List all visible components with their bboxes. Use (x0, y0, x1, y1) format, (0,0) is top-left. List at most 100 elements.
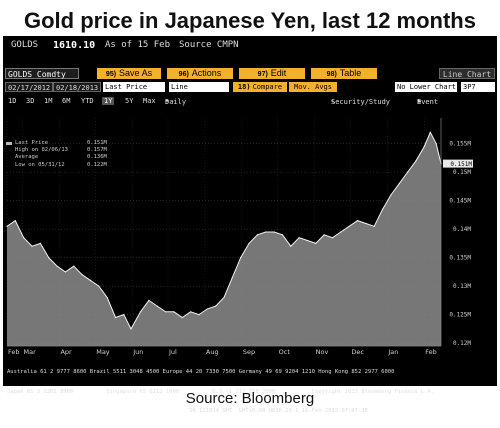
data-point (390, 194, 392, 196)
line-select[interactable]: Line (169, 82, 229, 92)
source-caption: Source: Bloomberg (185, 390, 315, 407)
period-5y[interactable]: 5Y (125, 97, 134, 105)
page-title: Gold price in Japanese Yen, last 12 mont… (24, 8, 476, 33)
x-tick-label: Nov (316, 348, 329, 356)
data-point (315, 242, 317, 244)
data-point (415, 160, 417, 162)
data-point (206, 308, 208, 310)
zoom-field[interactable]: 3P7 (461, 82, 495, 92)
data-point (114, 316, 117, 319)
edit-button[interactable]: 97) Edit (239, 68, 305, 79)
data-point (31, 245, 33, 247)
x-tick-label: Jul (168, 348, 177, 356)
data-point (190, 311, 192, 313)
line-chart-label: Line Chart (439, 68, 495, 79)
data-point (14, 220, 16, 222)
start-date-field[interactable]: 02/17/2012 (5, 82, 53, 92)
legend-high-value: 0.157M (87, 147, 107, 154)
end-date-field[interactable]: 02/18/2013 (53, 82, 101, 92)
data-point (265, 231, 267, 233)
data-point (423, 145, 425, 148)
y-tick-label: 0.145M (449, 198, 471, 205)
data-point (48, 257, 50, 259)
data-point (231, 277, 233, 279)
data-point (435, 143, 437, 145)
data-point (123, 314, 125, 316)
data-point (6, 225, 8, 227)
period-6m[interactable]: 6M (62, 97, 71, 105)
flag-icon: ⚑ (417, 98, 422, 106)
y-tick-label: 0.125M (449, 312, 471, 319)
period-bar: 1D 3D 1M 6M YTD 1Y 5Y Max Daily ▾ ✎ Secu… (8, 97, 439, 106)
study-icon: ✎ (331, 98, 336, 106)
legend-last-price: Last Price (6, 140, 68, 147)
price-area (7, 132, 441, 346)
bloomberg-footer: Australia 61 2 9777 8600 Brazil 5511 304… (7, 356, 495, 428)
mov-avgs-button[interactable]: Mov. Avgs (289, 82, 337, 92)
x-tick-label: Dec (351, 348, 364, 356)
y-tick-label: 0.135M (449, 255, 471, 262)
data-point (407, 171, 409, 173)
data-point (198, 314, 200, 316)
lower-chart-select[interactable]: No Lower Chart (395, 82, 457, 92)
bloomberg-terminal: GOLDS 1610.10 As of 15 Feb Source CMPN G… (3, 36, 497, 414)
data-point (398, 182, 400, 185)
footer-line: Australia 61 2 9777 8600 Brazil 5511 304… (7, 369, 395, 375)
header-row: GOLDS 1610.10 As of 15 Feb Source CMPN (3, 40, 497, 54)
data-point (256, 234, 258, 236)
data-point (240, 257, 242, 259)
data-point (348, 225, 350, 227)
data-point (381, 208, 384, 210)
period-1d[interactable]: 1D (8, 97, 17, 105)
price-chart: 0.12M0.125M0.13M0.135M0.14M0.145M0.15M0.… (6, 118, 473, 356)
last-price-tag-box (443, 159, 473, 168)
data-point (340, 231, 342, 233)
data-point (130, 328, 132, 330)
x-tick-label: Jan (387, 348, 398, 356)
data-point (281, 234, 284, 236)
data-point (106, 296, 108, 299)
period-max[interactable]: Max (143, 97, 156, 105)
data-point (173, 311, 175, 313)
frequency-select[interactable]: Daily ▾ (165, 97, 187, 106)
footer-line: SN 121034 GMT GMT+0:00 H630-29-1 16-Feb-… (7, 408, 368, 414)
data-point (298, 237, 300, 239)
period-1y[interactable]: 1Y (102, 97, 115, 105)
source-label: Source CMPN (179, 40, 239, 50)
chart-legend-values: 0.151M 0.157M 0.136M 0.122M (87, 140, 107, 169)
period-3d[interactable]: 3D (26, 97, 35, 105)
x-tick-label: Sep (243, 348, 255, 356)
data-point (148, 299, 150, 301)
data-point (429, 131, 431, 133)
last-price-value: 1610.10 (53, 40, 96, 51)
data-point (56, 265, 58, 267)
data-point (89, 279, 92, 282)
legend-average-value: 0.136M (87, 154, 107, 161)
security-field[interactable]: GOLDS Comdty (5, 68, 79, 79)
compare-button[interactable]: 18) Compare (233, 82, 287, 92)
actions-button[interactable]: 96) Actions (167, 68, 233, 79)
ticker: GOLDS (11, 40, 39, 50)
period-1m[interactable]: 1M (44, 97, 53, 105)
x-tick-label: Aug (206, 348, 219, 356)
as-of-date: As of 15 Feb (105, 40, 171, 50)
last-price-select[interactable]: Last Price (103, 82, 165, 92)
data-point (306, 239, 309, 242)
y-tick-label: 0.13M (453, 283, 471, 290)
y-tick-label: 0.155M (449, 141, 471, 148)
x-tick-label: Mar (24, 348, 37, 356)
price-series-line (6, 131, 442, 330)
data-point (223, 296, 225, 299)
footer-line: Japan 81 3 3201 8900 Singapore 65 6212 1… (7, 388, 435, 395)
x-tick-label: Apr (60, 348, 72, 356)
data-point (356, 220, 359, 222)
data-point (98, 285, 100, 287)
period-ytd[interactable]: YTD (81, 97, 94, 105)
data-point (39, 242, 41, 244)
data-point (64, 271, 67, 273)
data-point (365, 222, 367, 225)
table-button[interactable]: 98) Table (311, 68, 377, 79)
toolbar: GOLDS Comdty 95) Save As 96) Actions 97) Ed… (3, 68, 497, 80)
save-as-button[interactable]: 95) Save As (97, 68, 161, 79)
data-point (273, 231, 275, 233)
